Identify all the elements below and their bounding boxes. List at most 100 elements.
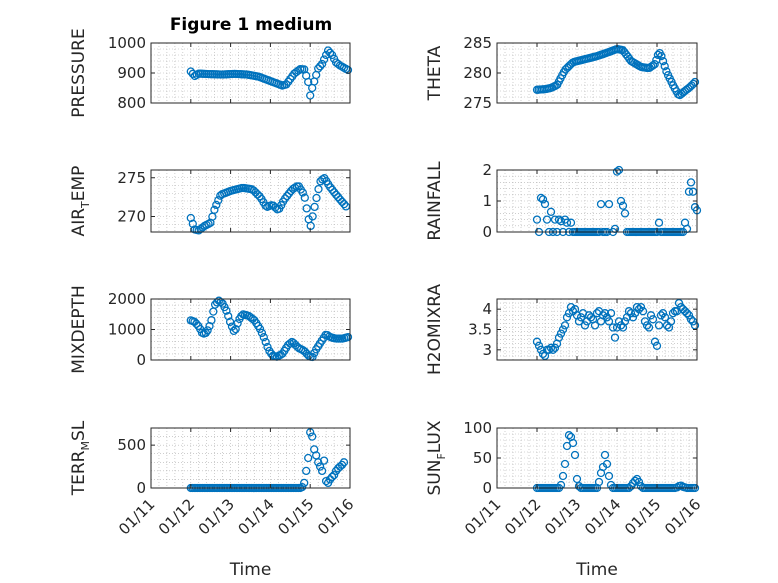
axes-box: [150, 169, 351, 233]
y-tick-label: 50: [473, 449, 492, 467]
data-point: [674, 298, 684, 308]
data-point: [656, 311, 666, 320]
data-point: [608, 323, 618, 332]
y-tick-label: 500: [117, 436, 146, 454]
data-point: [564, 431, 574, 440]
data-point: [321, 476, 331, 486]
subplot-mixdepth: 0 1000 2000 MIXDEPTH: [69, 285, 353, 374]
data-point: [650, 60, 659, 69]
data-point: [668, 309, 678, 318]
data-point: [644, 323, 654, 332]
data-point: [255, 324, 265, 334]
y-tick-label: 1000: [108, 321, 146, 339]
data-point: [638, 307, 648, 316]
data-point: [572, 474, 582, 484]
data-point: [224, 311, 233, 321]
data-point: [534, 341, 544, 350]
data-point: [542, 215, 552, 224]
x-tick-label: 01/15: [274, 495, 317, 538]
data-point: [600, 450, 610, 460]
subplot-air_temp: 270 275 AIRTEMP: [69, 166, 351, 237]
figure-title: Figure 1 medium: [170, 15, 332, 35]
y-tick-label: 3: [482, 341, 492, 359]
x-tick-label: 01/11: [461, 495, 504, 538]
data-point: [304, 77, 313, 87]
x-tick-label: 01/14: [235, 495, 278, 538]
data-point: [554, 215, 564, 224]
data-point: [658, 57, 668, 66]
y-tick-label: 0: [136, 351, 146, 369]
data-point: [596, 199, 606, 209]
x-tick-label: 01/16: [661, 495, 704, 538]
data-point: [650, 337, 660, 346]
data-point: [554, 333, 564, 342]
data-point: [229, 326, 238, 336]
data-point: [317, 59, 327, 69]
data-point: [658, 309, 668, 318]
data-point: [212, 200, 221, 210]
data-point: [690, 77, 700, 87]
data-point: [302, 204, 311, 213]
data-point: [682, 309, 692, 318]
data-point: [602, 459, 612, 469]
data-point: [558, 471, 568, 481]
data-point: [598, 311, 608, 320]
y-tick-label: 800: [117, 94, 146, 112]
data-point: [628, 313, 638, 322]
data-point: [285, 339, 295, 348]
data-point: [616, 196, 626, 206]
data-point: [606, 309, 616, 318]
y-tick-label: 270: [117, 208, 146, 226]
data-point: [339, 458, 349, 467]
subplot-pressure: 800 900 1000 PRESSURE: [69, 28, 353, 118]
x-tick-label: 01/16: [314, 495, 357, 538]
data-point: [536, 193, 546, 203]
data-point: [594, 477, 604, 487]
data-point: [660, 62, 669, 71]
subplot-theta: 275 280 285 THETA: [425, 34, 700, 112]
data-point: [339, 199, 349, 209]
data-point: [210, 205, 219, 214]
y-tick-label: 1000: [108, 34, 146, 52]
x-tick-label: 01/15: [621, 495, 664, 538]
data-point: [560, 459, 570, 469]
data-point: [684, 311, 694, 320]
data-point: [654, 321, 664, 330]
x-tick-label: 01/12: [155, 495, 198, 538]
y-axis-label: SUNFLUX: [425, 420, 448, 495]
data-point: [620, 317, 630, 326]
data-point: [662, 67, 671, 76]
y-tick-label: 0: [136, 479, 146, 497]
data-point: [632, 302, 642, 312]
data-point: [214, 196, 223, 205]
data-point: [566, 302, 576, 312]
data-point: [298, 188, 307, 197]
data-point: [548, 345, 558, 354]
y-tick-label: 100: [463, 419, 492, 437]
data-point: [225, 317, 235, 327]
data-point: [328, 185, 337, 194]
data-point: [259, 333, 268, 342]
series-markers: [532, 44, 700, 100]
data-point: [556, 329, 566, 338]
data-point: [302, 466, 311, 476]
x-tick-label: 01/12: [501, 495, 544, 538]
data-point: [626, 309, 636, 318]
data-point: [540, 199, 550, 209]
y-axis-label: AIRTEMP: [69, 166, 92, 237]
data-point: [560, 321, 570, 330]
data-point: [319, 55, 329, 64]
data-point: [556, 217, 566, 226]
data-point: [304, 453, 313, 463]
data-point: [550, 343, 560, 352]
y-tick-label: 275: [463, 94, 492, 112]
data-point: [312, 193, 321, 203]
data-point: [660, 313, 670, 322]
y-axis-label: TERRMSL: [69, 420, 92, 496]
data-point: [532, 215, 542, 224]
x-axis-label: Time: [575, 560, 618, 580]
data-point: [343, 332, 353, 342]
data-point: [666, 317, 676, 326]
